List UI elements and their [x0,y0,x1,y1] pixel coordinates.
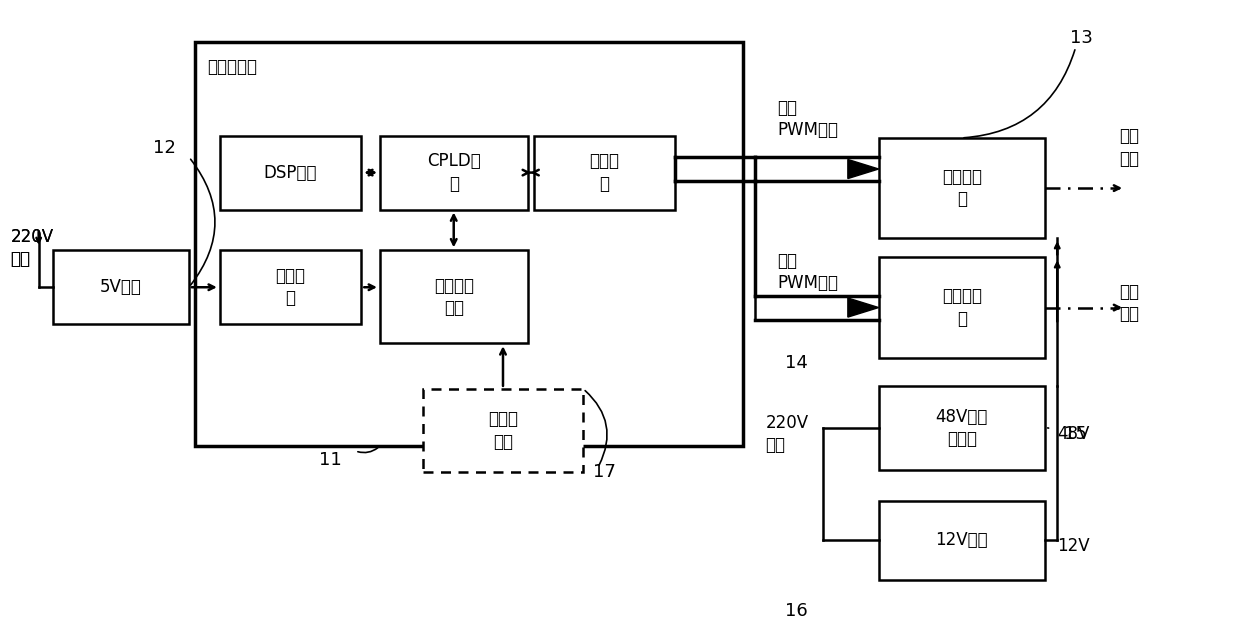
Text: 11: 11 [319,451,342,470]
Bar [879,258,1045,358]
Bar [879,387,1045,470]
Bar [533,135,676,210]
Text: 方位功率
级: 方位功率 级 [942,168,982,208]
Text: 俯仰
PWM信号: 俯仰 PWM信号 [777,252,838,292]
Text: 俯仰
电机: 俯仰 电机 [1118,282,1138,323]
Bar [379,135,528,210]
Text: 伺服控制板: 伺服控制板 [207,58,258,76]
Text: 12: 12 [153,139,176,157]
Text: 14: 14 [785,355,807,373]
Text: 12V: 12V [1058,537,1090,555]
Text: 俯仰功率
级: 俯仰功率 级 [942,288,982,328]
Text: 48V: 48V [1058,425,1090,443]
Text: 48V功率
级电源: 48V功率 级电源 [936,408,988,449]
Text: 16: 16 [785,602,807,620]
Bar [879,501,1045,580]
Bar [879,138,1045,238]
Text: CPLD芯
片: CPLD芯 片 [427,153,481,193]
Polygon shape [848,298,879,317]
Text: 17: 17 [593,463,615,481]
Bar [53,250,188,324]
Text: 主控计
算机: 主控计 算机 [489,410,518,450]
Text: 13: 13 [1070,29,1094,47]
Text: DSP芯片: DSP芯片 [264,164,317,181]
Bar [195,42,743,446]
Text: 220V
供电: 220V 供电 [765,414,808,454]
Bar [219,250,361,324]
Text: 220V
供电: 220V 供电 [10,227,53,268]
Text: 5V电源: 5V电源 [100,278,143,296]
Text: 供电芯
片: 供电芯 片 [275,267,305,307]
Text: 接口芯
片: 接口芯 片 [589,153,620,193]
Text: 15: 15 [1064,425,1087,443]
Bar [379,250,528,343]
Bar [219,135,361,210]
Text: 12V电源: 12V电源 [935,532,988,550]
Polygon shape [848,160,879,178]
Text: 方位
电机: 方位 电机 [1118,127,1138,167]
Text: 220V
供电: 220V 供电 [10,227,53,268]
Text: 方位
PWM信号: 方位 PWM信号 [777,99,838,139]
Text: 串口通讯
芯片: 串口通讯 芯片 [434,277,474,317]
Bar [423,389,583,472]
